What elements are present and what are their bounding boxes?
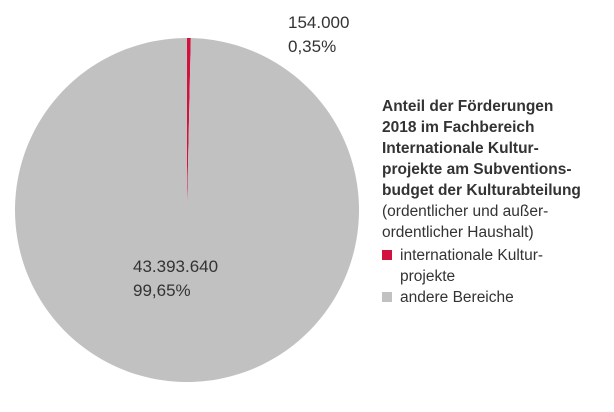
chart-subtitle: (ordentlicher und außer- ordentlicher Ha…	[382, 203, 549, 241]
legend-swatch	[382, 250, 392, 260]
chart-title: Anteil der Förderungen 2018 im Fachberei…	[382, 98, 581, 199]
value-label: 43.393.640	[133, 257, 218, 276]
pie-slice	[15, 38, 360, 382]
pie-slice	[187, 38, 191, 210]
legend-swatch	[382, 292, 392, 302]
legend-label: internationale Kultur- projekte	[400, 247, 544, 285]
legend-item: andere Bereiche	[382, 287, 514, 308]
percentage-label: 99,65%	[133, 281, 191, 300]
value-label: 154.000	[288, 13, 349, 32]
percentage-label: 0,35%	[288, 37, 336, 56]
legend-label: andere Bereiche	[400, 289, 514, 306]
legend-item: internationale Kultur- projekte	[382, 245, 543, 287]
